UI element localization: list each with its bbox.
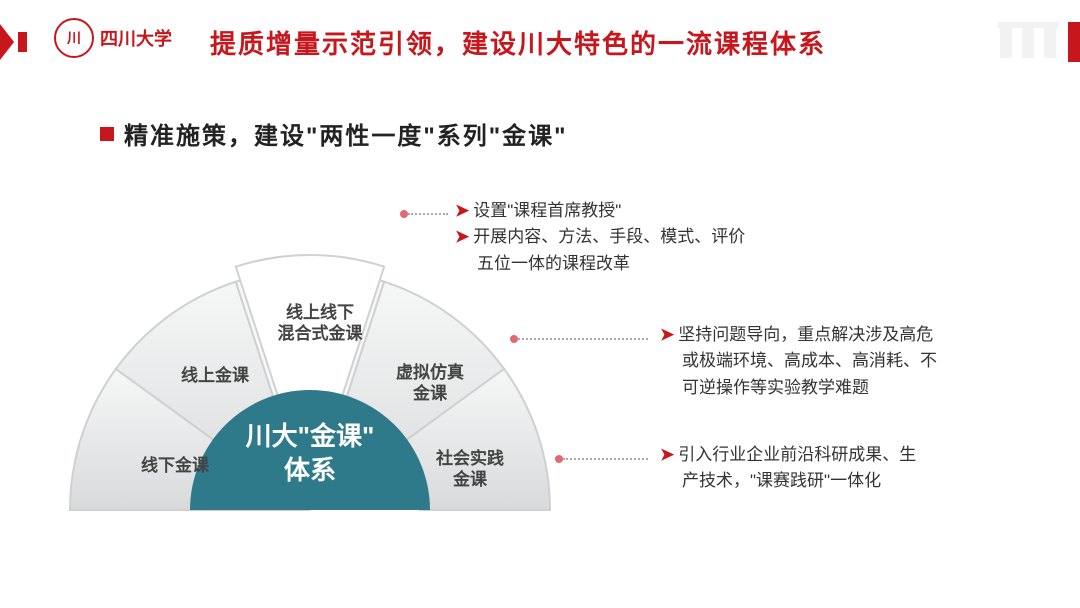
university-logo: 川 四川大学: [54, 18, 172, 58]
chevron-right-icon: ➤: [455, 201, 469, 220]
callout-1: ➤设置"课程首席教授" ➤开展内容、方法、手段、模式、评价 五位一体的课程改革: [455, 198, 885, 277]
chevron-right-icon: ➤: [660, 445, 674, 464]
fan-seg-2: 线上线下 混合式金课: [265, 302, 375, 345]
page-title: 提质增量示范引领，建设川大特色的一流课程体系: [210, 24, 826, 61]
connector-line-2: [518, 338, 648, 340]
logo-seal-icon: 川: [54, 18, 94, 58]
section-subheading: 精准施策，建设"两性一度"系列"金课": [100, 116, 568, 151]
fan-seg-3: 虚拟仿真 金课: [385, 362, 475, 405]
header-left-ornament: [0, 24, 36, 60]
fan-seg-4: 社会实践 金课: [425, 448, 515, 491]
chevron-right-icon: ➤: [660, 325, 674, 344]
connector-dot-3: [555, 455, 563, 463]
arch-icon: [998, 22, 1058, 62]
fan-center-label: 川大"金课" 体系: [200, 420, 420, 530]
chevron-right-icon: ➤: [455, 227, 469, 246]
fan-seg-0: 线下金课: [130, 455, 220, 476]
callout-3: ➤引入行业企业前沿科研成果、生 产技术，"课赛践研"一体化: [660, 442, 1060, 495]
connector-dot-2: [510, 335, 518, 343]
callout-2: ➤坚持问题导向，重点解决涉及高危 或极端环境、高成本、高消耗、不 可逆操作等实验…: [660, 322, 1060, 401]
header: 川 四川大学 提质增量示范引领，建设川大特色的一流课程体系: [0, 18, 1080, 68]
fan-seg-1: 线上金课: [170, 365, 260, 386]
logo-text: 四川大学: [100, 25, 172, 51]
connector-line-1: [408, 213, 448, 215]
connector-dot-1: [400, 210, 408, 218]
connector-line-3: [563, 458, 648, 460]
bullet-square-icon: [100, 127, 114, 141]
header-right-ornament: [998, 22, 1080, 62]
